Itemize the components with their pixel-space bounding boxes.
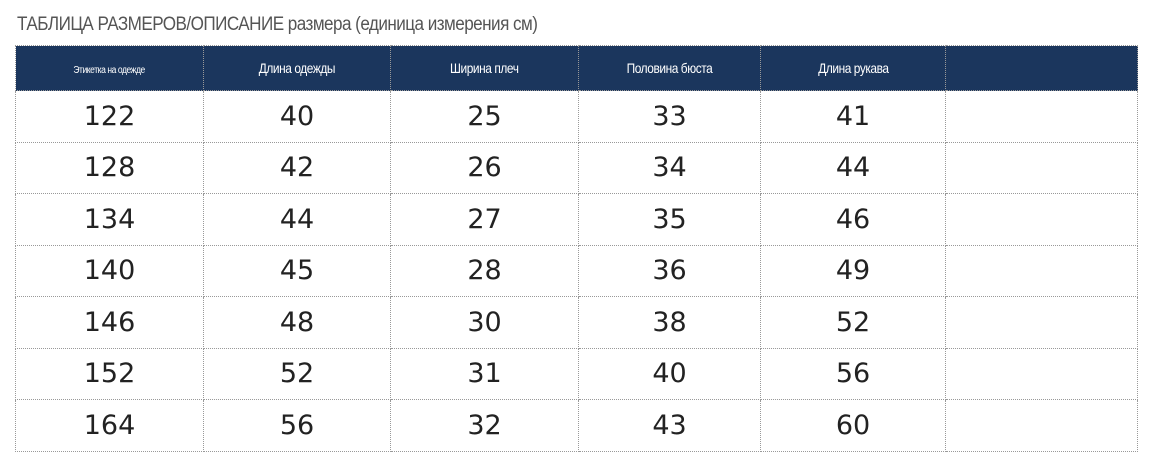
page-title: ТАБЛИЦА РАЗМЕРОВ/ОПИСАНИЕ размера (едини… (17, 14, 538, 35)
table-cell: 44 (760, 141, 946, 194)
table-cell: 41 (760, 90, 946, 143)
table-cell: 31 (390, 347, 579, 400)
table-cell (945, 296, 1138, 349)
table-cell: 52 (203, 347, 391, 400)
column-header: Длина рукава (760, 45, 946, 91)
table-cell (945, 347, 1138, 400)
column-header: Ширина плеч (390, 45, 579, 91)
table-cell (945, 193, 1138, 246)
size-table: Этикетка на одежде Длина одежды Ширина пле… (15, 45, 1138, 452)
table-cell: 25 (390, 90, 579, 143)
table-row: 164 56 32 43 60 (15, 399, 1138, 452)
column-header: Этикетка на одежде (15, 45, 204, 91)
table-row: 152 52 31 40 56 (15, 347, 1138, 400)
table-cell: 27 (390, 193, 579, 246)
table-cell (945, 141, 1138, 194)
table-cell: 146 (15, 296, 204, 349)
table-cell (945, 399, 1138, 452)
table-cell: 45 (203, 244, 391, 297)
table-cell: 52 (760, 296, 946, 349)
table-cell: 128 (15, 141, 204, 194)
table-cell: 38 (578, 296, 761, 349)
column-header (945, 45, 1138, 91)
column-header-label: Ширина плеч (450, 60, 519, 76)
table-cell: 122 (15, 90, 204, 143)
table-row: 134 44 27 35 46 (15, 193, 1138, 246)
table-cell: 40 (203, 90, 391, 143)
table-cell: 56 (760, 347, 946, 400)
table-cell (945, 244, 1138, 297)
table-header-row: Этикетка на одежде Длина одежды Ширина пле… (15, 45, 1138, 91)
table-cell: 140 (15, 244, 204, 297)
table-cell: 40 (578, 347, 761, 400)
table-cell: 43 (578, 399, 761, 452)
table-cell: 34 (578, 141, 761, 194)
table-cell: 42 (203, 141, 391, 194)
table-cell: 48 (203, 296, 391, 349)
column-header-label: Длина одежды (258, 60, 336, 76)
table-cell: 60 (760, 399, 946, 452)
table-cell: 28 (390, 244, 579, 297)
column-header-label: Длина рукава (817, 60, 889, 76)
table-cell: 32 (390, 399, 579, 452)
table-row: 146 48 30 38 52 (15, 296, 1138, 349)
table-cell: 30 (390, 296, 579, 349)
table-cell: 152 (15, 347, 204, 400)
table-cell: 134 (15, 193, 204, 246)
table-row: 128 42 26 34 44 (15, 141, 1138, 194)
table-row: 122 40 25 33 41 (15, 90, 1138, 143)
table-cell: 35 (578, 193, 761, 246)
table-cell: 33 (578, 90, 761, 143)
table-cell: 44 (203, 193, 391, 246)
table-row: 140 45 28 36 49 (15, 244, 1138, 297)
table-cell: 56 (203, 399, 391, 452)
table-cell: 36 (578, 244, 761, 297)
table-cell: 49 (760, 244, 946, 297)
table-cell: 164 (15, 399, 204, 452)
column-header-label: Половина бюста (626, 60, 713, 76)
table-cell: 26 (390, 141, 579, 194)
column-header: Длина одежды (203, 45, 391, 91)
column-header-label: Этикетка на одежде (73, 65, 146, 76)
table-cell: 46 (760, 193, 946, 246)
column-header: Половина бюста (578, 45, 761, 91)
table-cell (945, 90, 1138, 143)
